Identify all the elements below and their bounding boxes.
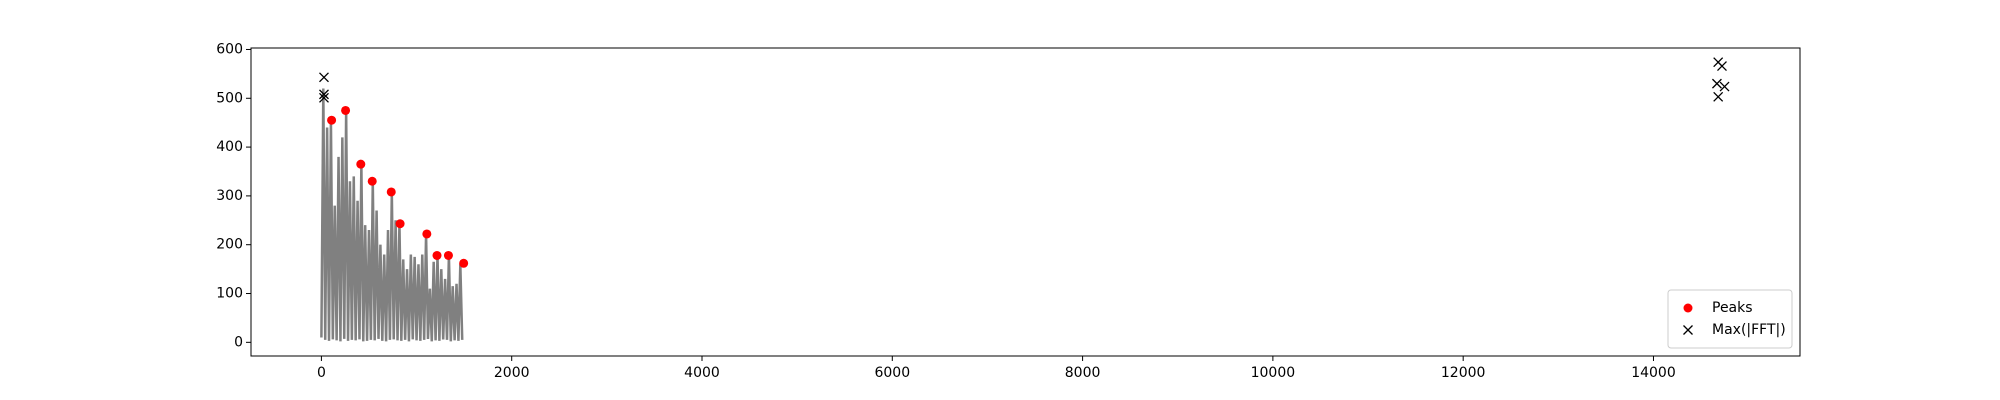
legend-label: Peaks xyxy=(1712,300,1753,316)
max-marker xyxy=(1713,91,1724,102)
peak-marker xyxy=(341,105,351,115)
x-tick-label: 8000 xyxy=(1065,365,1101,381)
y-tick-label: 100 xyxy=(216,286,243,302)
y-tick-label: 300 xyxy=(216,188,243,204)
peak-marker xyxy=(432,250,442,260)
peak-marker xyxy=(443,250,453,260)
peak-marker xyxy=(395,219,405,229)
x-tick-label: 4000 xyxy=(684,365,720,381)
legend-box xyxy=(1667,289,1793,349)
max-marker xyxy=(319,89,329,100)
x-tick-label: 6000 xyxy=(874,365,910,381)
max-marker xyxy=(319,92,329,103)
legend-marker xyxy=(1683,303,1693,313)
legend-label: Max(|FFT|) xyxy=(1712,322,1786,338)
y-tick-label: 0 xyxy=(234,334,243,350)
x-tick-label: 2000 xyxy=(494,365,530,381)
y-tick-label: 200 xyxy=(216,237,243,253)
max-marker xyxy=(1711,78,1722,89)
x-tick-label: 12000 xyxy=(1441,365,1486,381)
x-tick-label: 0 xyxy=(317,365,326,381)
peak-marker xyxy=(367,176,377,186)
max-marker xyxy=(1717,61,1727,72)
y-tick-label: 400 xyxy=(216,139,243,155)
peak-marker xyxy=(327,115,337,125)
x-tick-label: 10000 xyxy=(1251,365,1296,381)
peak-marker xyxy=(386,187,396,197)
plot-frame xyxy=(250,47,1801,357)
peak-marker xyxy=(459,258,469,268)
y-tick-label: 600 xyxy=(216,41,243,57)
max-marker xyxy=(319,72,329,83)
x-tick-label: 14000 xyxy=(1631,365,1676,381)
max-marker xyxy=(1719,81,1730,92)
peak-marker xyxy=(422,229,432,239)
legend-marker xyxy=(1683,325,1693,335)
peak-marker xyxy=(356,159,366,169)
spectrum-line xyxy=(320,88,464,342)
y-tick-label: 500 xyxy=(216,90,243,106)
